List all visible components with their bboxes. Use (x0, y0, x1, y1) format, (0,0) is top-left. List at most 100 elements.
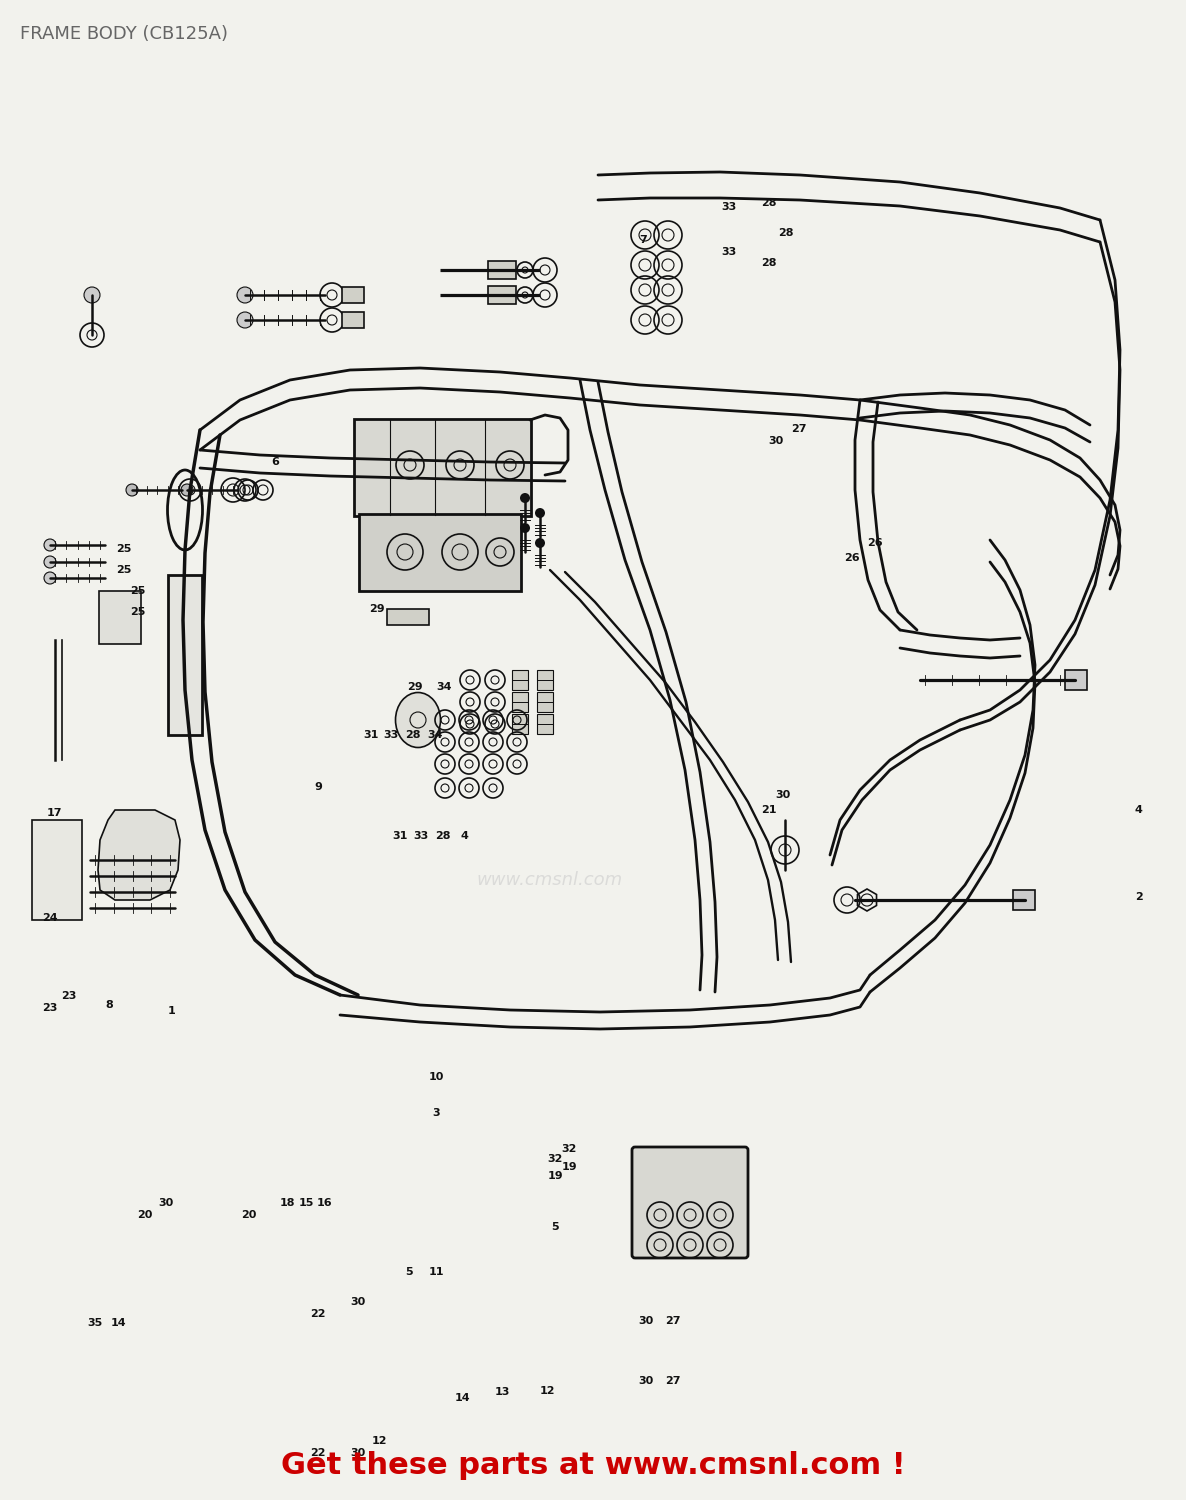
Text: 5: 5 (551, 1222, 559, 1232)
FancyBboxPatch shape (98, 591, 141, 644)
Text: 35: 35 (88, 1318, 102, 1328)
Text: 2: 2 (1135, 892, 1142, 902)
Text: 25: 25 (116, 566, 130, 574)
Text: 20: 20 (138, 1210, 152, 1219)
Text: 7: 7 (639, 236, 646, 244)
Text: 30: 30 (351, 1449, 365, 1458)
Circle shape (44, 556, 56, 568)
Text: 27: 27 (791, 424, 808, 433)
Text: 30: 30 (639, 1317, 653, 1326)
Circle shape (44, 538, 56, 550)
Bar (537, 714, 553, 734)
Text: 33: 33 (722, 202, 737, 211)
Text: 12: 12 (540, 1386, 556, 1395)
Text: 31: 31 (364, 730, 378, 740)
FancyBboxPatch shape (387, 609, 429, 625)
Text: 28: 28 (760, 198, 777, 207)
Text: 28: 28 (778, 228, 795, 237)
Text: FRAME BODY (CB125A): FRAME BODY (CB125A) (20, 26, 228, 44)
Text: 27: 27 (664, 1377, 681, 1386)
Text: 31: 31 (393, 831, 407, 840)
Bar (487, 261, 516, 279)
Text: 33: 33 (384, 730, 398, 740)
Ellipse shape (395, 693, 440, 747)
Text: 33: 33 (414, 831, 428, 840)
Text: 34: 34 (435, 682, 452, 692)
Text: 30: 30 (351, 1298, 365, 1306)
Bar (512, 692, 528, 712)
Text: 17: 17 (46, 808, 63, 818)
Text: 30: 30 (769, 436, 783, 445)
Text: 23: 23 (43, 1004, 57, 1013)
Circle shape (237, 286, 253, 303)
Text: 5: 5 (406, 1268, 413, 1276)
Bar (537, 670, 553, 690)
Bar (537, 692, 553, 712)
Text: 12: 12 (371, 1437, 388, 1446)
Text: 18: 18 (279, 1198, 295, 1208)
Text: 6: 6 (272, 458, 279, 466)
Circle shape (84, 286, 100, 303)
Text: 29: 29 (369, 604, 385, 613)
Bar (487, 286, 516, 304)
Text: 16: 16 (317, 1198, 333, 1208)
Bar (1013, 890, 1035, 910)
Text: 21: 21 (760, 806, 777, 814)
Circle shape (519, 524, 530, 532)
Text: 30: 30 (159, 1198, 173, 1208)
Text: 27: 27 (664, 1317, 681, 1326)
Circle shape (237, 312, 253, 328)
Text: 30: 30 (776, 790, 790, 800)
FancyBboxPatch shape (632, 1148, 748, 1258)
Text: 4: 4 (461, 831, 468, 840)
Circle shape (44, 572, 56, 584)
Bar (512, 714, 528, 734)
Text: 4: 4 (1135, 806, 1142, 814)
Text: Get these parts at www.cmsnl.com !: Get these parts at www.cmsnl.com ! (281, 1450, 905, 1479)
Text: 15: 15 (299, 1198, 313, 1208)
Text: 25: 25 (116, 544, 130, 554)
Text: www.cmsnl.com: www.cmsnl.com (477, 871, 623, 889)
Text: 25: 25 (130, 586, 145, 596)
Text: 1: 1 (168, 1007, 176, 1016)
Bar (1065, 670, 1088, 690)
Text: 26: 26 (867, 538, 884, 548)
Text: 23: 23 (62, 992, 76, 1000)
Circle shape (126, 484, 138, 496)
Bar (32, 821, 82, 920)
Text: 28: 28 (404, 730, 421, 740)
Text: 32: 32 (562, 1144, 576, 1154)
Text: 19: 19 (561, 1162, 578, 1172)
Text: 30: 30 (639, 1377, 653, 1386)
Text: 14: 14 (110, 1318, 127, 1328)
Text: 28: 28 (434, 831, 451, 840)
Bar (512, 670, 528, 690)
Circle shape (535, 538, 546, 548)
FancyBboxPatch shape (353, 419, 531, 516)
Bar (342, 312, 364, 328)
Text: 19: 19 (547, 1172, 563, 1180)
Text: 11: 11 (428, 1268, 445, 1276)
FancyBboxPatch shape (359, 514, 521, 591)
Text: 29: 29 (407, 682, 423, 692)
Text: 26: 26 (843, 554, 860, 562)
Circle shape (535, 509, 546, 518)
Circle shape (519, 494, 530, 502)
Text: 10: 10 (429, 1072, 444, 1082)
Text: 22: 22 (310, 1449, 326, 1458)
FancyBboxPatch shape (168, 574, 202, 735)
Text: 22: 22 (310, 1310, 326, 1318)
Bar (342, 286, 364, 303)
Text: 13: 13 (496, 1388, 510, 1396)
Text: 34: 34 (427, 730, 444, 740)
Text: 32: 32 (548, 1155, 562, 1164)
Text: 33: 33 (722, 248, 737, 256)
Text: 25: 25 (130, 608, 145, 616)
Text: 24: 24 (42, 914, 58, 922)
Text: 14: 14 (454, 1394, 471, 1402)
Text: 20: 20 (242, 1210, 256, 1219)
Circle shape (181, 484, 193, 496)
Text: 28: 28 (760, 258, 777, 267)
Text: 9: 9 (314, 783, 321, 792)
Polygon shape (98, 810, 180, 900)
